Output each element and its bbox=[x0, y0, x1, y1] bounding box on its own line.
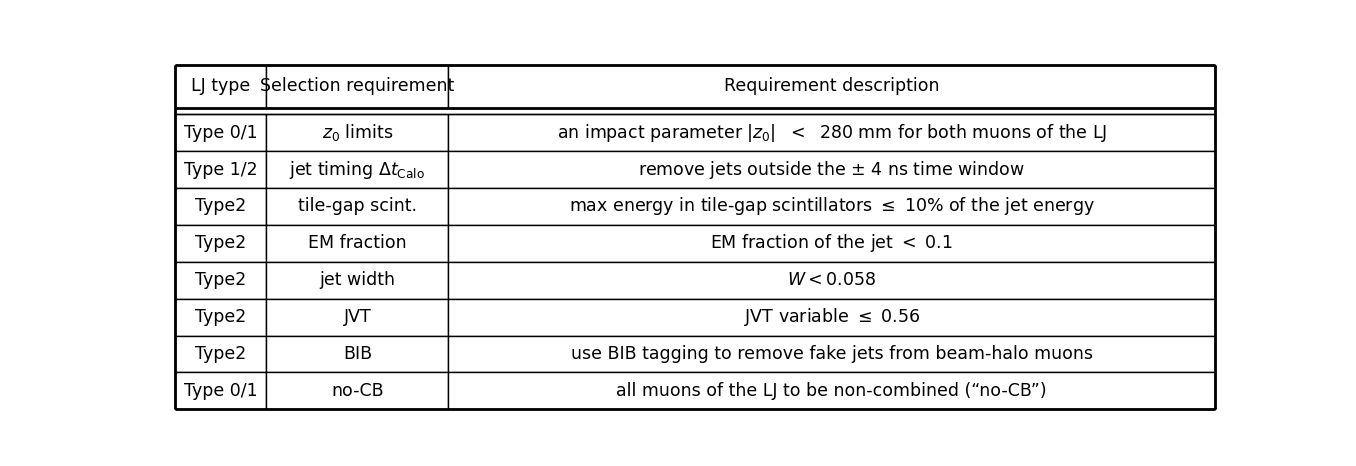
Bar bbox=[449, 65, 1215, 108]
Text: Selection requirement: Selection requirement bbox=[260, 77, 454, 96]
Text: Type2: Type2 bbox=[195, 234, 247, 252]
Bar bbox=[266, 372, 449, 409]
Bar bbox=[175, 188, 266, 225]
Text: tile-gap scint.: tile-gap scint. bbox=[298, 198, 416, 215]
Text: EM fraction: EM fraction bbox=[308, 234, 407, 252]
Text: use BIB tagging to remove fake jets from beam-halo muons: use BIB tagging to remove fake jets from… bbox=[571, 345, 1093, 363]
Text: Type 1/2: Type 1/2 bbox=[183, 160, 258, 178]
Text: $z_0$ limits: $z_0$ limits bbox=[321, 122, 393, 143]
Text: an impact parameter $|z_0|$  $<$  280 mm for both muons of the LJ: an impact parameter $|z_0|$ $<$ 280 mm f… bbox=[556, 122, 1106, 144]
Bar bbox=[175, 114, 266, 151]
Bar bbox=[266, 114, 449, 151]
Bar bbox=[449, 262, 1215, 299]
Text: all muons of the LJ to be non-combined (“no-CB”): all muons of the LJ to be non-combined (… bbox=[617, 382, 1047, 400]
Bar bbox=[449, 114, 1215, 151]
Bar bbox=[175, 372, 266, 409]
Bar bbox=[266, 336, 449, 372]
Bar bbox=[266, 188, 449, 225]
Text: remove jets outside the $\pm$ 4 ns time window: remove jets outside the $\pm$ 4 ns time … bbox=[639, 158, 1025, 180]
Text: LJ type: LJ type bbox=[191, 77, 250, 96]
Bar bbox=[266, 225, 449, 262]
Text: Type2: Type2 bbox=[195, 345, 247, 363]
Text: jet width: jet width bbox=[320, 271, 396, 289]
Text: JVT variable $\leq$ 0.56: JVT variable $\leq$ 0.56 bbox=[743, 306, 919, 328]
Bar bbox=[449, 372, 1215, 409]
Text: EM fraction of the jet $<$ 0.1: EM fraction of the jet $<$ 0.1 bbox=[711, 233, 953, 254]
Text: Type2: Type2 bbox=[195, 308, 247, 326]
Text: JVT: JVT bbox=[343, 308, 372, 326]
Bar bbox=[266, 262, 449, 299]
Text: $W < 0.058$: $W < 0.058$ bbox=[788, 271, 876, 289]
Bar bbox=[449, 299, 1215, 336]
Bar bbox=[449, 188, 1215, 225]
Text: Type 0/1: Type 0/1 bbox=[183, 123, 258, 142]
Text: Type2: Type2 bbox=[195, 198, 247, 215]
Text: jet timing $\Delta t_\mathrm{Calo}$: jet timing $\Delta t_\mathrm{Calo}$ bbox=[289, 158, 426, 180]
Bar bbox=[266, 65, 449, 108]
Bar bbox=[175, 336, 266, 372]
Bar bbox=[175, 151, 266, 188]
Bar bbox=[175, 65, 266, 108]
Text: no-CB: no-CB bbox=[331, 382, 384, 400]
Bar bbox=[175, 299, 266, 336]
Bar bbox=[266, 151, 449, 188]
Bar bbox=[449, 151, 1215, 188]
Text: BIB: BIB bbox=[343, 345, 372, 363]
Bar bbox=[449, 225, 1215, 262]
Bar bbox=[266, 299, 449, 336]
Bar bbox=[175, 225, 266, 262]
Text: Type2: Type2 bbox=[195, 271, 247, 289]
Text: max energy in tile-gap scintillators $\leq$ 10% of the jet energy: max energy in tile-gap scintillators $\l… bbox=[570, 195, 1094, 218]
Text: Type 0/1: Type 0/1 bbox=[183, 382, 258, 400]
Bar bbox=[449, 336, 1215, 372]
Bar bbox=[175, 262, 266, 299]
Text: Requirement description: Requirement description bbox=[724, 77, 940, 96]
